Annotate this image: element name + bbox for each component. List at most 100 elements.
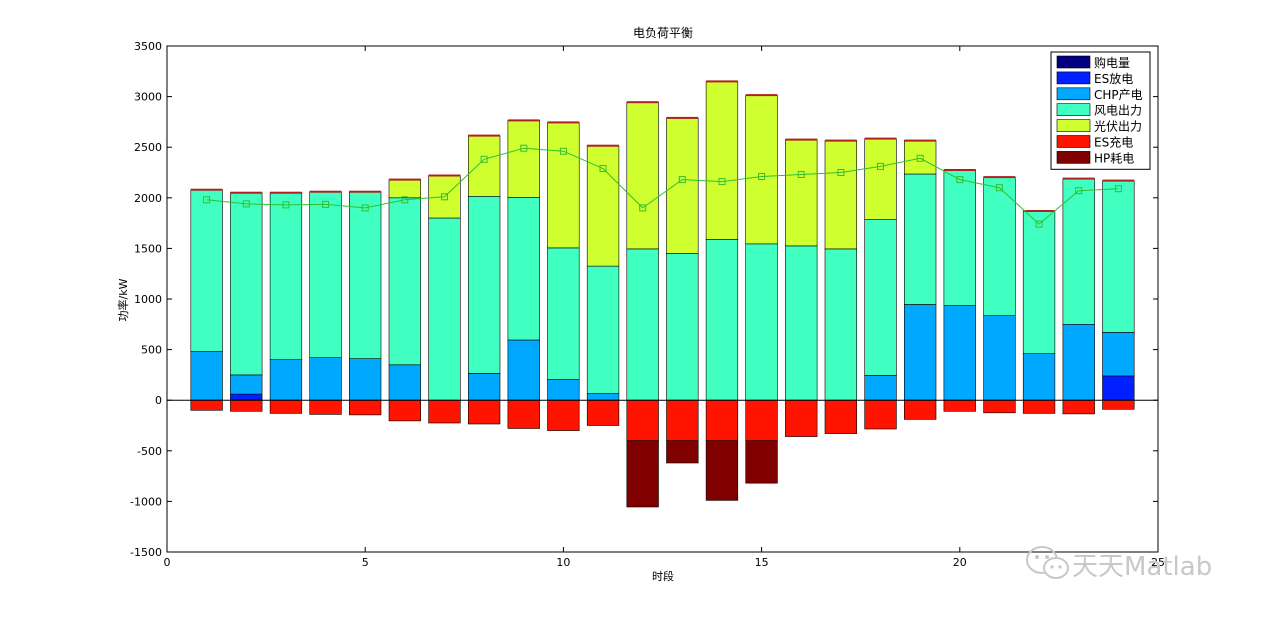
bar-segment <box>467 196 501 374</box>
x-tick-label: 15 <box>755 556 769 569</box>
bar-segment <box>467 135 501 197</box>
bar-top-strip <box>349 190 381 193</box>
bar-segment <box>824 140 858 250</box>
legend-label: ES充电 <box>1094 135 1133 150</box>
bar-segment <box>666 117 699 254</box>
bar-segment <box>388 364 422 401</box>
bar-segment <box>864 219 897 376</box>
bar-segment <box>507 120 540 198</box>
watermark-text: 天天Matlab <box>1072 552 1212 582</box>
y-tick-label: 3000 <box>134 91 162 104</box>
load-line-marker <box>678 176 686 184</box>
y-tick-label: 2500 <box>134 141 162 154</box>
bar-segment <box>1022 399 1056 414</box>
legend-swatch <box>1056 87 1091 101</box>
bar-segment <box>309 357 342 401</box>
wechat-icon <box>1026 546 1069 579</box>
load-line-marker <box>916 154 924 162</box>
bar-segment <box>903 399 937 420</box>
bar-segment <box>230 374 263 395</box>
load-line-marker <box>956 176 964 184</box>
bar-segment <box>745 399 778 442</box>
bar-top-strip <box>626 101 659 104</box>
y-tick-label: 1000 <box>134 293 162 306</box>
bar-top-strip <box>507 119 540 122</box>
load-line-marker <box>758 173 766 180</box>
load-line-marker <box>1035 220 1043 228</box>
bar-segment <box>547 379 580 401</box>
load-line-marker <box>1114 185 1122 193</box>
y-tick-label: -1500 <box>130 546 162 559</box>
bar-segment <box>348 191 382 359</box>
load-line-marker <box>282 201 290 209</box>
legend-label: ES放电 <box>1094 71 1133 86</box>
load-line-marker <box>837 169 845 176</box>
bar-segment <box>190 189 223 352</box>
bar-segment <box>269 399 303 414</box>
bar-segment <box>864 375 897 401</box>
legend-label: 风电出力 <box>1094 104 1142 118</box>
bar-top-strip <box>983 176 1016 179</box>
chart-title: 电负荷平衡 <box>633 26 693 40</box>
bar-segment <box>1102 332 1135 377</box>
bar-segment <box>1062 399 1095 415</box>
bar-segment <box>983 315 1016 401</box>
bar-segment <box>230 399 263 412</box>
bar-segment <box>309 399 342 415</box>
legend-swatch <box>1056 103 1091 116</box>
bar-segment <box>269 359 303 401</box>
bar-segment <box>586 399 620 426</box>
bar-top-strip <box>230 191 263 194</box>
load-line-marker <box>718 178 726 186</box>
bar-segment <box>983 399 1016 414</box>
load-line-marker <box>639 204 647 212</box>
bar-top-strip <box>864 137 897 140</box>
legend-swatch <box>1056 135 1091 148</box>
bar-top-strip <box>309 190 342 193</box>
bar-segment <box>705 239 739 401</box>
bar-segment <box>943 305 976 401</box>
bar-segment <box>1102 180 1135 333</box>
y-axis-label: 功率/kW <box>116 278 130 321</box>
bar-top-strip <box>468 134 500 137</box>
bar-segment <box>230 393 263 401</box>
legend-swatch <box>1056 119 1091 132</box>
x-tick-label: 5 <box>362 556 369 569</box>
legend-label: 光伏出力 <box>1094 120 1142 134</box>
bar-top-strip <box>1102 179 1135 182</box>
legend-swatch <box>1056 71 1091 85</box>
bar-segment <box>190 399 223 411</box>
load-line-marker <box>559 147 567 155</box>
load-line-marker <box>877 162 884 170</box>
bar-segment <box>626 248 659 401</box>
load-line-marker <box>361 204 369 212</box>
bar-top-strip <box>587 144 619 147</box>
x-tick-label: 20 <box>953 556 967 569</box>
bar-segment <box>626 399 659 442</box>
bar-top-strip <box>270 191 302 194</box>
bar-top-strip <box>428 174 461 177</box>
bar-segment <box>666 399 699 442</box>
x-tick-label: 25 <box>1151 556 1165 569</box>
bar-segment <box>507 339 540 401</box>
bar-segment <box>903 140 937 175</box>
bar-top-strip <box>666 116 699 119</box>
x-tick-label: 0 <box>164 556 171 569</box>
y-tick-label: 2000 <box>134 192 162 205</box>
bar-segment <box>348 399 382 416</box>
legend-swatch <box>1056 151 1091 164</box>
bar-top-strip <box>943 169 976 171</box>
load-line-marker <box>797 171 805 178</box>
bar-segment <box>388 197 422 366</box>
bar-segment <box>785 139 818 247</box>
load-line-marker <box>599 165 607 172</box>
load-line <box>206 147 1119 225</box>
bar-segment <box>745 94 778 245</box>
bar-segment <box>1102 399 1135 410</box>
y-tick-label: -500 <box>137 445 162 458</box>
bar-segment <box>745 440 778 484</box>
bar-segment <box>309 191 342 358</box>
x-tick-label: 10 <box>556 556 570 569</box>
